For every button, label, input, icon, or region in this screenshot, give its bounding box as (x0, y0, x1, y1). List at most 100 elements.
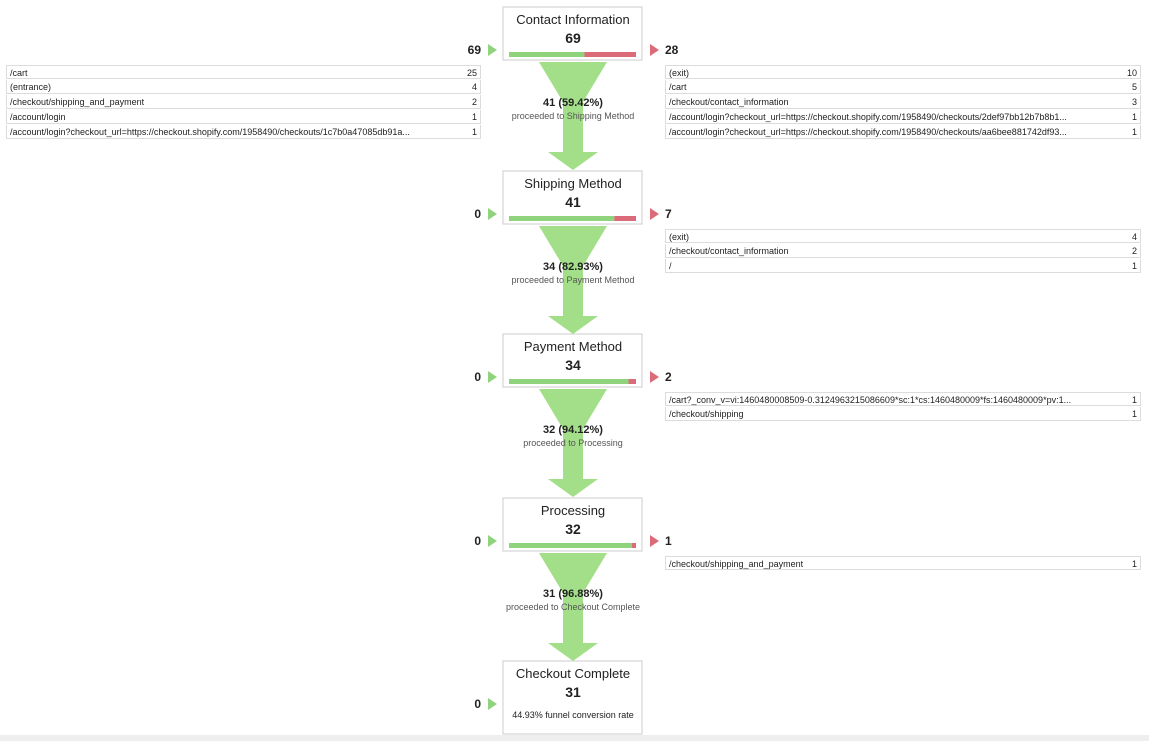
page-path: / (669, 261, 672, 271)
proceeded-label: proceeded to Shipping Method (512, 111, 635, 121)
path-row[interactable]: /account/login?checkout_url=https://chec… (6, 125, 481, 139)
footer-strip (0, 735, 1149, 741)
page-path: /account/login?checkout_url=https://chec… (669, 127, 1067, 137)
path-row[interactable]: (exit) 4 (665, 229, 1141, 243)
page-path: /checkout/contact_information (669, 246, 789, 256)
funnel-flow (539, 389, 607, 497)
step-name: Shipping Method (524, 176, 622, 191)
page-path: /account/login (10, 112, 66, 122)
page-path: /account/login?checkout_url=https://chec… (10, 127, 410, 137)
page-count: 1 (1131, 112, 1137, 122)
path-row[interactable]: /1 (665, 259, 1141, 273)
proceeded-label: proceeded to Processing (523, 438, 623, 448)
proceeded-count: 41 (59.42%) (543, 97, 603, 109)
proceeded-count: 32 (94.12%) (543, 424, 603, 436)
proceeded-count: 31 (96.88%) (543, 588, 603, 600)
entrance-count: 0 (474, 370, 481, 384)
exit-bar (632, 543, 636, 548)
page-count: 2 (1131, 246, 1137, 256)
path-row[interactable]: /cart 25 (6, 65, 481, 79)
exit-count: 28 (665, 43, 679, 57)
page-count: 1 (1131, 395, 1137, 405)
step-count: 41 (565, 194, 581, 210)
funnel-flow (539, 553, 607, 661)
exit-bar (614, 216, 636, 221)
path-row[interactable]: /cart 5 (665, 80, 1141, 94)
step-name: Contact Information (516, 12, 629, 27)
page-count: 4 (1131, 232, 1137, 242)
exit-arrow (650, 208, 659, 220)
page-path: /cart (669, 82, 687, 92)
funnel-flow (539, 226, 607, 334)
page-path: (exit) (669, 68, 689, 78)
exit-arrow (650, 371, 659, 383)
entrance-arrow (488, 44, 497, 56)
proceeded-label: proceeded to Checkout Complete (506, 602, 640, 612)
entrance-arrow (488, 371, 497, 383)
page-path: /checkout/shipping_and_payment (669, 559, 804, 569)
page-count: 3 (1131, 97, 1137, 107)
page-path: /cart (10, 68, 28, 78)
page-path: /checkout/shipping_and_payment (10, 97, 145, 107)
step-box (502, 333, 643, 388)
exit-count: 1 (665, 534, 672, 548)
path-row[interactable]: /checkout/contact_information 2 (665, 244, 1141, 258)
step-box (502, 497, 643, 552)
proceed-bar (509, 543, 633, 548)
path-row[interactable]: (exit) 10 (665, 65, 1141, 79)
exit-count: 7 (665, 207, 672, 221)
page-count: 1 (1131, 261, 1137, 271)
funnel-flow (539, 62, 607, 170)
step-box (502, 660, 643, 735)
step-count: 32 (565, 521, 581, 537)
entrance-count: 0 (474, 534, 481, 548)
proceed-bar (509, 379, 629, 384)
page-count: 1 (1131, 409, 1137, 419)
page-count: 1 (1131, 127, 1137, 137)
entrance-arrow (488, 535, 497, 547)
proceeded-label: proceeded to Payment Method (511, 275, 634, 285)
step-name: Processing (541, 503, 605, 518)
path-row[interactable]: /account/login 1 (6, 110, 481, 124)
path-row[interactable]: /checkout/shipping 1 (665, 407, 1141, 421)
page-count: 4 (471, 82, 477, 92)
exit-count: 2 (665, 370, 672, 384)
proceed-bar (509, 216, 615, 221)
step-box (502, 6, 643, 61)
page-count: 2 (471, 97, 477, 107)
page-count: 1 (471, 112, 477, 122)
entrance-count: 69 (468, 43, 482, 57)
proceed-bar (509, 52, 585, 57)
page-path: /checkout/shipping (669, 409, 744, 419)
page-count: 1 (471, 127, 477, 137)
conversion-rate: 44.93% funnel conversion rate (512, 710, 634, 720)
page-count: 5 (1131, 82, 1137, 92)
page-count: 25 (466, 68, 477, 78)
path-row[interactable]: /account/login?checkout_url=https://chec… (665, 125, 1141, 139)
page-path: /checkout/contact_information (669, 97, 789, 107)
page-count: 10 (1126, 68, 1137, 78)
page-path: /cart?_conv_v=vi:1460480008509-0.3124963… (669, 395, 1072, 405)
exit-arrow (650, 535, 659, 547)
page-path: (entrance) (10, 82, 52, 92)
path-row[interactable]: /checkout/shipping_and_payment 1 (665, 556, 1141, 570)
step-count: 69 (565, 30, 581, 46)
page-count: 1 (1131, 559, 1137, 569)
page-path: (exit) (669, 232, 689, 242)
proceeded-count: 34 (82.93%) (543, 261, 603, 273)
step-count: 31 (565, 684, 581, 700)
entrance-count: 0 (474, 207, 481, 221)
step-count: 34 (565, 357, 581, 373)
entrance-arrow (488, 698, 497, 710)
page-path: /account/login?checkout_url=https://chec… (669, 112, 1067, 122)
path-row[interactable]: /account/login?checkout_url=https://chec… (665, 110, 1141, 124)
step-name: Checkout Complete (516, 666, 630, 681)
step-name: Payment Method (524, 339, 622, 354)
path-row[interactable]: /checkout/shipping_and_payment 2 (6, 95, 481, 109)
exit-bar (628, 379, 636, 384)
path-row[interactable]: (entrance) 4 (6, 80, 481, 94)
path-row[interactable]: /checkout/contact_information 3 (665, 95, 1141, 109)
path-row[interactable]: /cart?_conv_v=vi:1460480008509-0.3124963… (665, 392, 1141, 406)
